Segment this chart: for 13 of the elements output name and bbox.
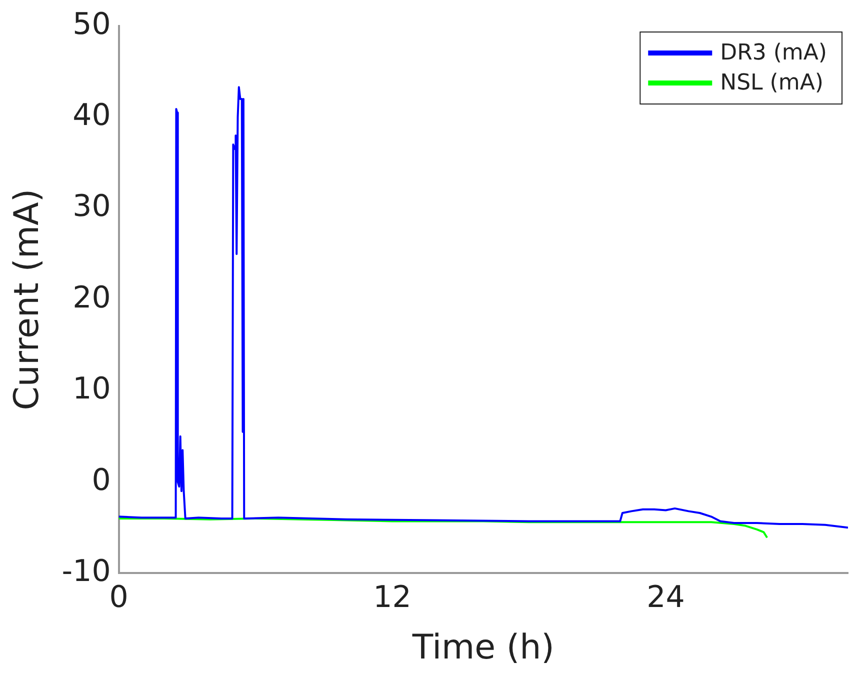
legend-label: NSL (mA) (720, 70, 824, 96)
y-tick-label: -10 (62, 554, 111, 589)
y-tick-label: 20 (72, 280, 111, 316)
y-tick-label: 0 (92, 462, 111, 498)
y-tick-label: 40 (72, 98, 111, 133)
legend-label: DR3 (mA) (720, 40, 828, 66)
x-tick-label: 24 (646, 580, 685, 615)
y-tick-label: 50 (72, 6, 111, 42)
y-tick-label: 30 (72, 189, 111, 224)
x-tick-label: 12 (373, 580, 412, 615)
y-axis-title: Current (mA) (7, 188, 48, 410)
y-tick-label: 10 (72, 372, 111, 407)
x-axis-title: Time (h) (411, 627, 554, 668)
